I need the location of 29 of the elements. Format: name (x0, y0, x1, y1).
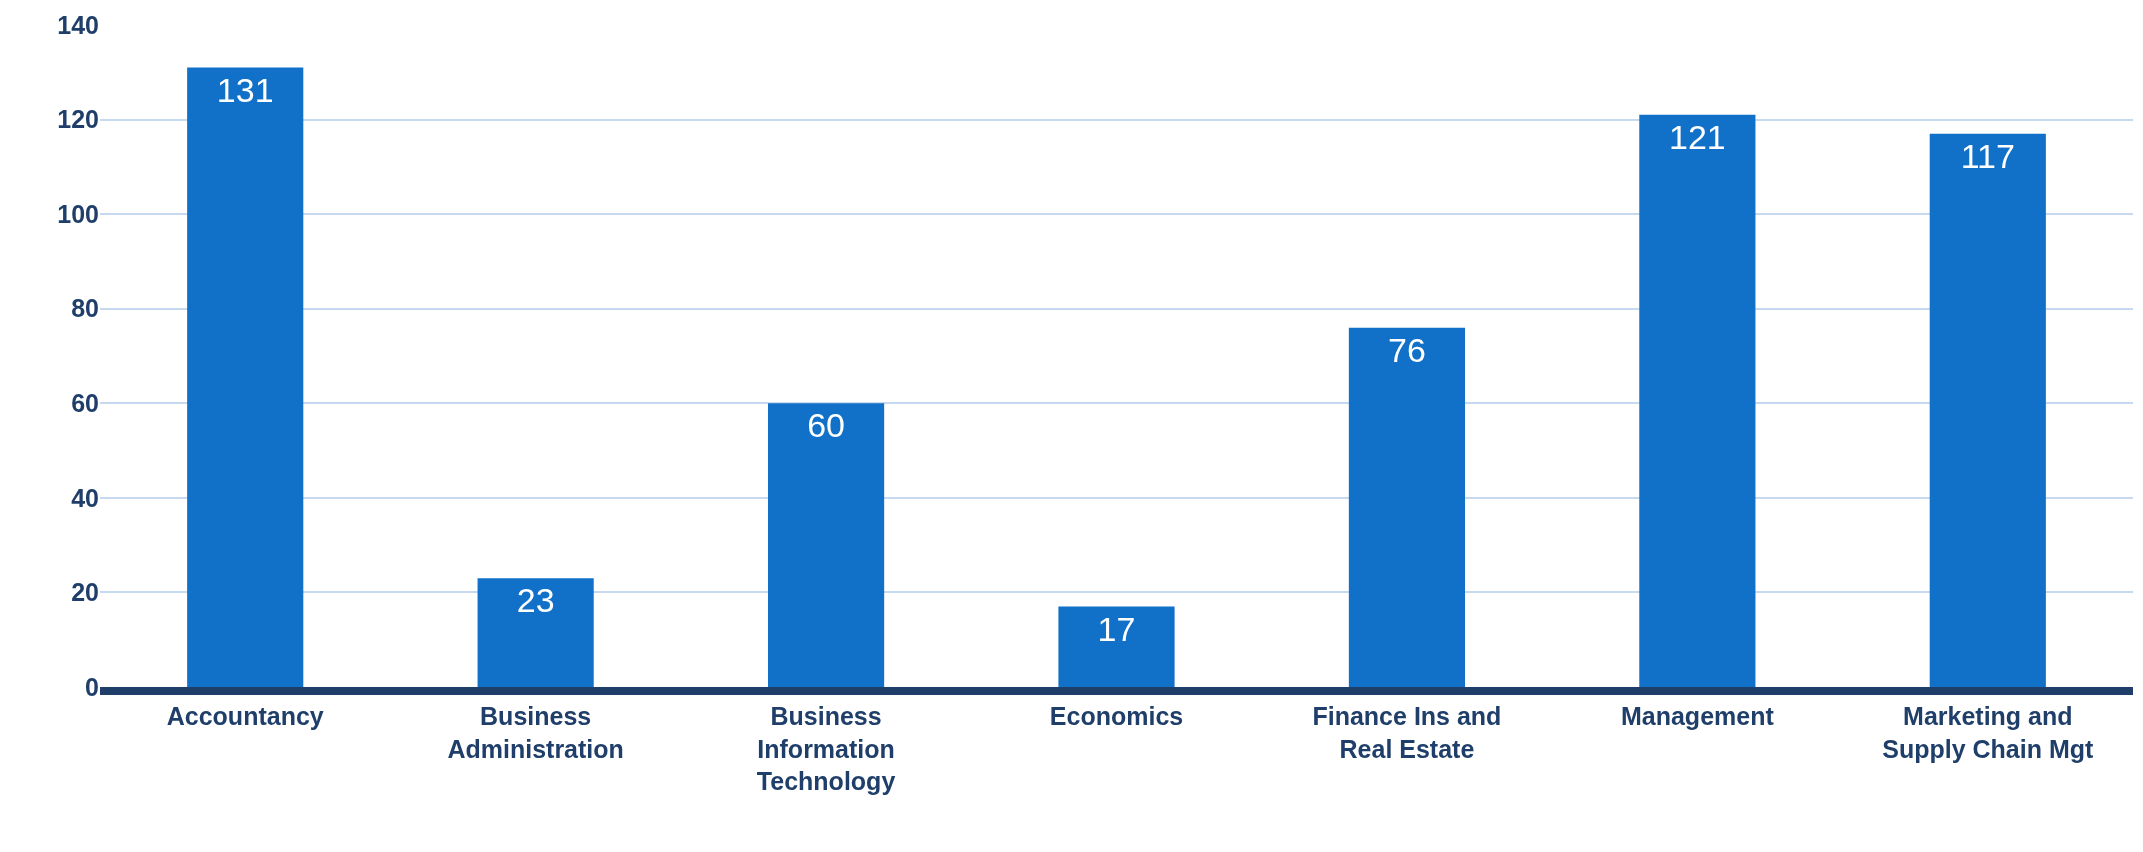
y-tick-label: 140 (57, 10, 99, 39)
y-tick-label: 0 (85, 672, 99, 701)
bar (187, 67, 304, 687)
data-label: 23 (516, 581, 555, 620)
y-tick-label: 100 (57, 199, 99, 228)
x-tick-label: Economics (1049, 702, 1184, 730)
data-label: 17 (1097, 609, 1136, 648)
x-tick-label: Business Information Technology (756, 702, 896, 795)
x-tick-label: Accountancy (166, 702, 324, 730)
y-tick-label: 80 (71, 294, 99, 323)
x-tick-label: Marketing and Supply Chain Mgt (1882, 702, 2095, 763)
bar (1929, 133, 2046, 687)
data-label: 131 (216, 70, 274, 109)
bar (1348, 327, 1466, 687)
y-tick-label: 40 (71, 483, 99, 512)
x-tick-label: Business Administration (447, 702, 624, 763)
x-tick-label: Management (1620, 702, 1775, 730)
y-tick-label: 60 (71, 389, 99, 418)
data-label: 121 (1668, 117, 1726, 156)
bar (1639, 114, 1756, 687)
data-label: 76 (1388, 330, 1426, 369)
y-tick-label: 20 (71, 578, 99, 607)
y-tick-label: 120 (57, 105, 99, 134)
bar (767, 403, 885, 687)
bar (477, 578, 594, 687)
x-tick-label: Finance Ins and Real Estate (1312, 702, 1502, 763)
bar (1058, 606, 1175, 687)
data-label: 117 (1960, 136, 2015, 175)
data-label: 60 (807, 406, 845, 445)
